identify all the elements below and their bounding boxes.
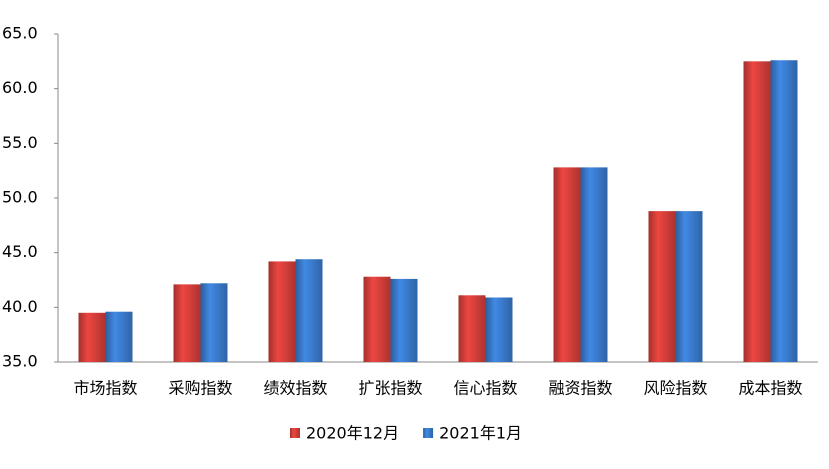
bar — [295, 259, 323, 362]
x-tick-label: 成本指数 — [738, 379, 802, 398]
y-tick-label: 50.0 — [2, 188, 38, 207]
bar — [390, 278, 418, 362]
bar — [770, 60, 798, 363]
y-tick-label: 45.0 — [2, 242, 38, 261]
bar — [553, 167, 581, 362]
bar — [105, 311, 133, 362]
x-tick-label: 采购指数 — [168, 379, 232, 398]
bar — [200, 283, 228, 362]
legend-swatch — [423, 428, 434, 438]
y-tick-label: 55.0 — [2, 133, 38, 152]
y-tick-label: 65.0 — [2, 24, 38, 43]
y-tick-label: 60.0 — [2, 78, 38, 97]
bar — [268, 261, 296, 362]
x-tick-label: 融资指数 — [548, 379, 612, 398]
bar — [173, 284, 201, 362]
bar — [78, 312, 106, 362]
x-tick-label: 风险指数 — [643, 379, 707, 398]
bar — [485, 297, 513, 362]
legend-label: 2020年12月 — [306, 424, 399, 443]
x-tick-label: 市场指数 — [73, 379, 137, 398]
legend-swatch — [290, 428, 300, 438]
bar — [675, 211, 703, 362]
legend-label: 2021年1月 — [439, 424, 522, 443]
x-tick-label: 扩张指数 — [358, 379, 422, 398]
x-tick-label: 绩效指数 — [263, 379, 327, 398]
bar — [363, 276, 391, 362]
bar — [743, 61, 771, 362]
y-tick-label: 35.0 — [2, 352, 38, 371]
bar — [580, 167, 608, 362]
x-tick-label: 信心指数 — [453, 379, 517, 398]
y-tick-label: 40.0 — [2, 297, 38, 316]
bar — [458, 295, 486, 362]
bar — [648, 211, 676, 362]
